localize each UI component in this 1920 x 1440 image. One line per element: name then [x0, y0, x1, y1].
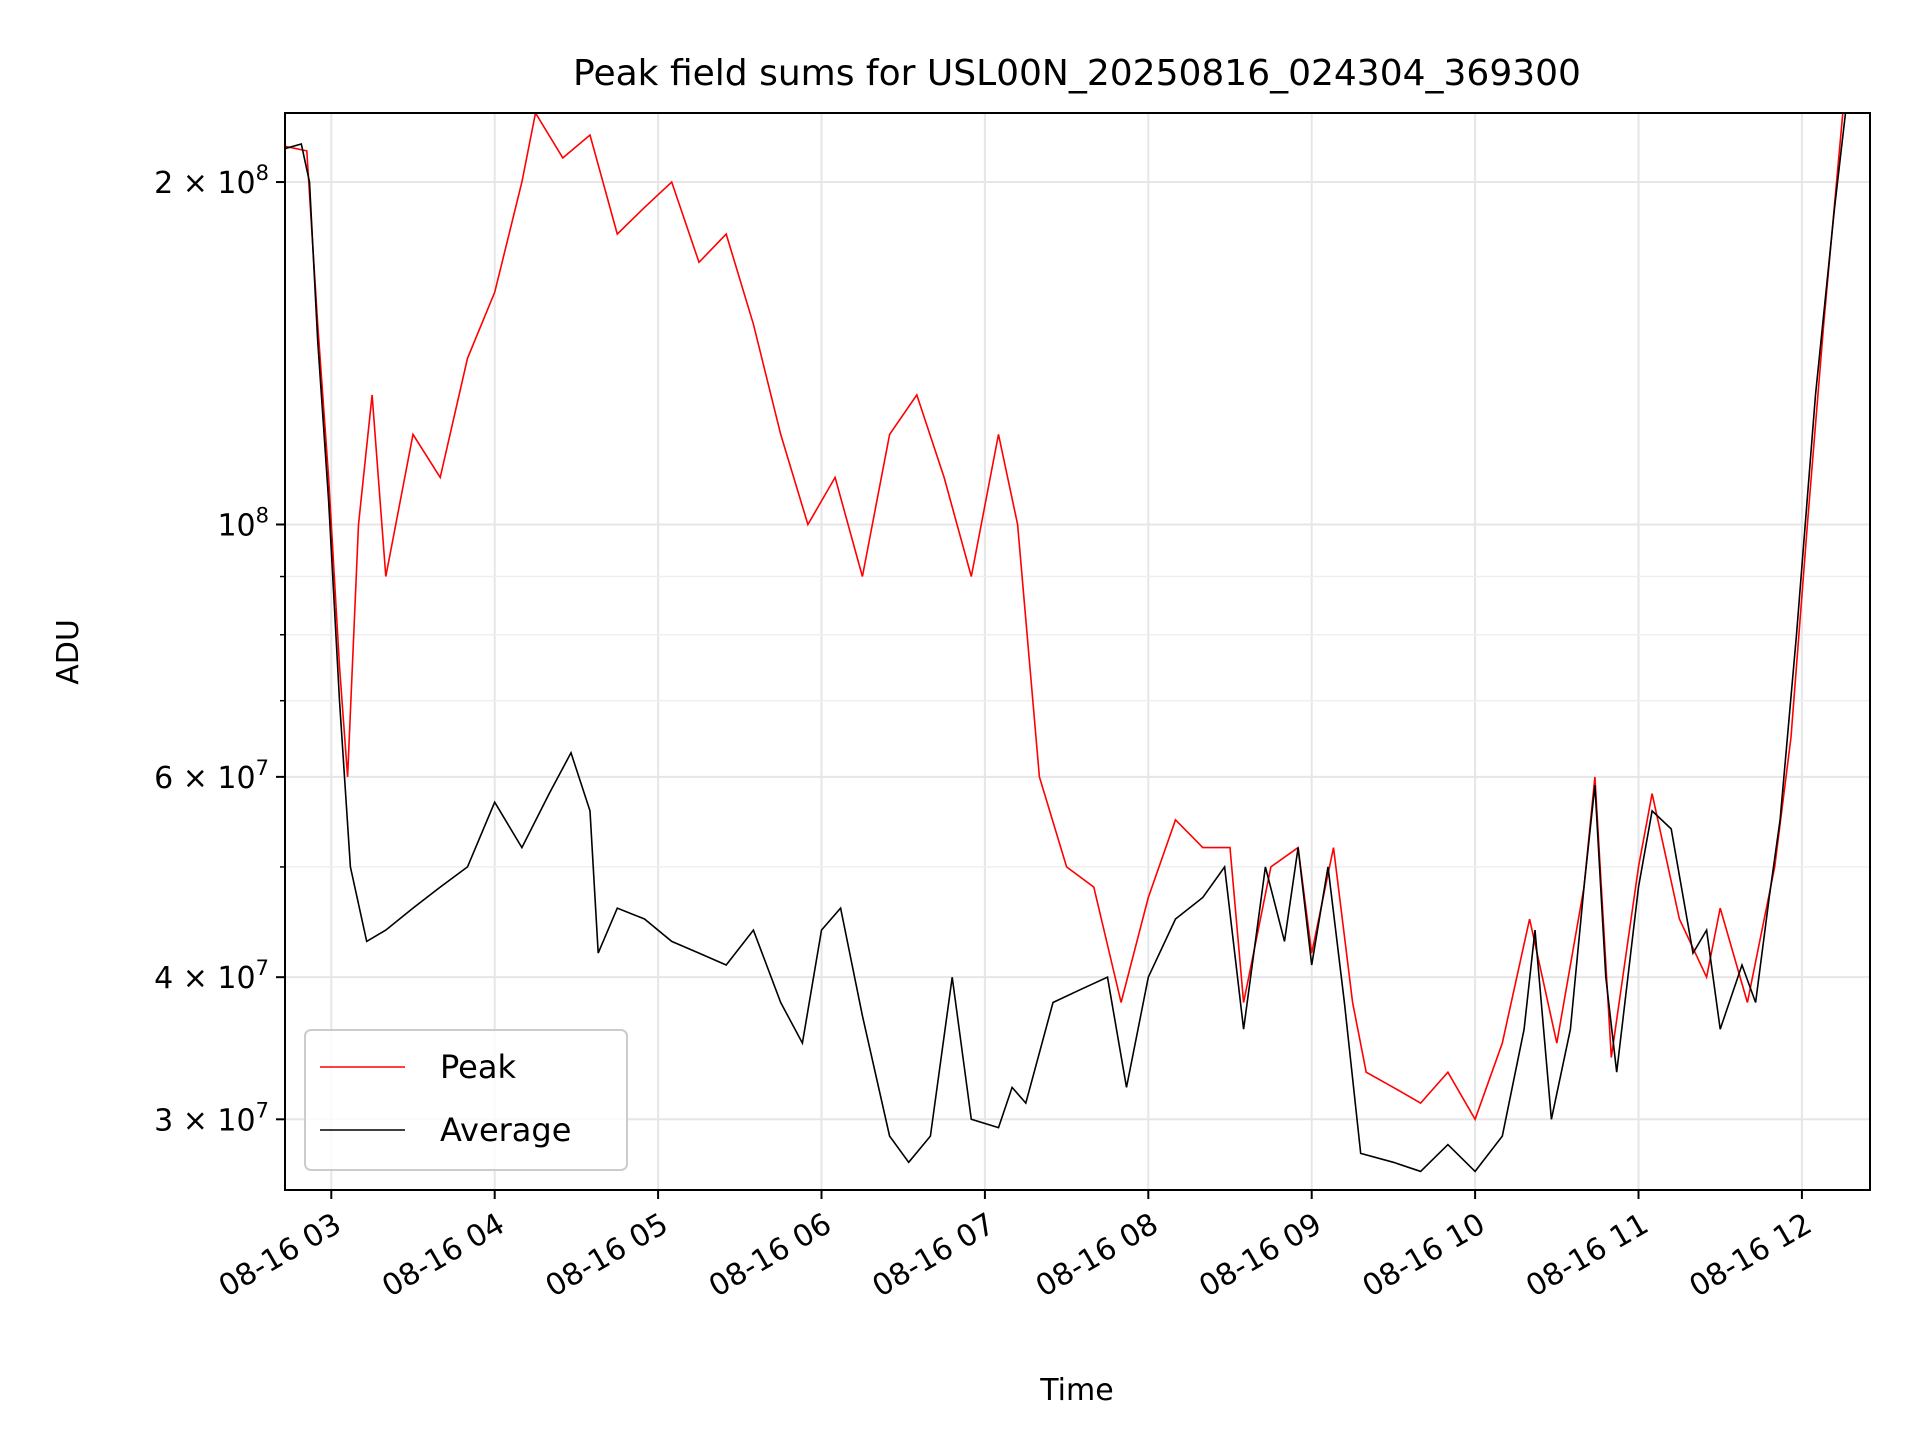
chart-title: Peak field sums for USL00N_20250816_0243… [573, 53, 1581, 94]
y-tick-label: 108 [217, 503, 269, 543]
legend-box [304, 1029, 628, 1171]
y-tick-label: 4 × 107 [154, 956, 269, 996]
y-axis-ticks: 3 × 107 4 × 107 6 × 107 108 2 × 108 [154, 161, 285, 1138]
series-line-average [285, 113, 1847, 1173]
legend-label-average: Average [440, 1111, 571, 1149]
y-tick-label: 3 × 107 [154, 1098, 269, 1138]
y-tick-label: 6 × 107 [154, 756, 269, 796]
plot-frame [284, 112, 1871, 1191]
x-axis-label: Time [1039, 1373, 1113, 1408]
legend: Peak Average [304, 1029, 628, 1171]
legend-label-peak: Peak [440, 1048, 516, 1086]
y-axis-label: ADU [51, 619, 86, 685]
grid [285, 113, 1870, 1190]
y-tick-label: 2 × 108 [154, 161, 269, 201]
plot-series [285, 113, 1847, 1173]
